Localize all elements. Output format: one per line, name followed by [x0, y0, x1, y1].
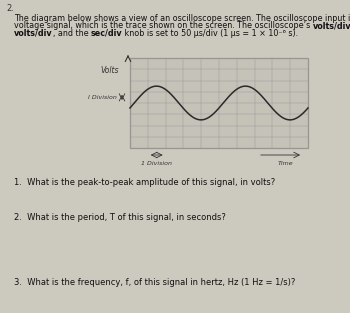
Text: 1 Division: 1 Division [141, 161, 172, 166]
Text: I Division: I Division [88, 95, 117, 100]
Text: volts/div: volts/div [313, 22, 350, 30]
Text: 3.  What is the frequency, f, of this signal in hertz, Hz (1 Hz = 1/s)?: 3. What is the frequency, f, of this sig… [14, 278, 295, 287]
Text: 2.: 2. [6, 4, 14, 13]
Text: , and the: , and the [52, 29, 91, 38]
Text: knob is set to 50 μs/div (1 μs = 1 × 10⁻⁶ s).: knob is set to 50 μs/div (1 μs = 1 × 10⁻… [122, 29, 299, 38]
Text: sec/div: sec/div [91, 29, 122, 38]
Text: volts/div: volts/div [14, 29, 52, 38]
Text: voltage signal, which is the trace shown on the screen. The oscilloscope’s: voltage signal, which is the trace shown… [14, 22, 313, 30]
Text: Time: Time [278, 161, 293, 166]
Bar [130, 58, 308, 148]
Text: 2.  What is the period, T of this signal, in seconds?: 2. What is the period, T of this signal,… [14, 213, 226, 222]
Text: Volts: Volts [100, 66, 119, 75]
Text: 1.  What is the peak-to-peak amplitude of this signal, in volts?: 1. What is the peak-to-peak amplitude of… [14, 178, 275, 187]
Text: The diagram below shows a view of an oscilloscope screen. The oscilloscope input: The diagram below shows a view of an osc… [14, 14, 350, 23]
